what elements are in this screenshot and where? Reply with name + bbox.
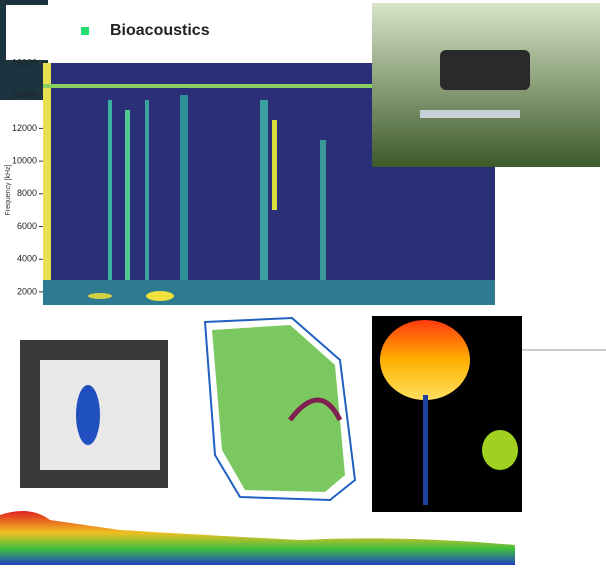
streak — [43, 63, 51, 305]
y-tick-label: 8000 — [17, 188, 37, 198]
streak — [260, 100, 268, 300]
small-tree — [482, 430, 518, 470]
streak — [180, 95, 188, 300]
map-overlay — [76, 385, 100, 445]
y-tick-label: 10000 — [12, 155, 37, 165]
blob — [146, 291, 174, 301]
lidar-strip — [0, 511, 515, 565]
axis-label: Frequency [kHz] — [5, 164, 12, 215]
streak — [272, 120, 277, 210]
map-river — [288, 397, 343, 422]
streak — [125, 110, 130, 300]
y-tick-label: 4000 — [17, 254, 37, 264]
y-tick-label: 16000 — [12, 57, 37, 67]
streak — [145, 100, 149, 300]
y-tick-label: 14000 — [12, 90, 37, 100]
title-band — [6, 5, 436, 60]
low-band — [43, 280, 495, 305]
streak — [320, 140, 326, 300]
robot — [440, 50, 530, 90]
streak — [43, 84, 495, 88]
streak — [108, 100, 112, 300]
robot-ski — [420, 110, 520, 118]
title: Bioacoustics — [110, 22, 210, 39]
bullet — [81, 27, 89, 35]
y-tick-label: 2000 — [17, 286, 37, 296]
blob — [88, 293, 112, 299]
tree-trunk — [423, 395, 428, 505]
map-fill — [212, 325, 345, 492]
y-tick-label: 6000 — [17, 221, 37, 231]
y-tick-label: 12000 — [12, 123, 37, 133]
tree-crown — [380, 320, 470, 400]
